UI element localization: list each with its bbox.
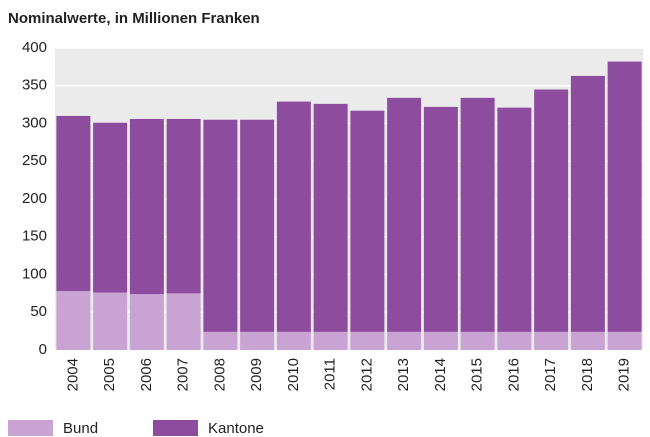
x-tick-label: 2006 (138, 358, 155, 391)
legend-label: Kantone (208, 420, 264, 437)
bar-segment (93, 292, 128, 350)
bar-segment (423, 331, 458, 350)
y-tick-label: 100 (22, 265, 47, 282)
bar-segment (93, 122, 128, 293)
y-tick-label: 300 (22, 114, 47, 131)
x-tick-label: 2008 (211, 358, 228, 391)
x-tick-label: 2010 (285, 358, 302, 391)
bar-segment (350, 110, 385, 332)
legend-label: Bund (63, 420, 98, 437)
bar-segment (423, 106, 458, 332)
y-tick-label: 250 (22, 152, 47, 169)
bar-segment (534, 89, 569, 332)
bar-segment (387, 97, 422, 332)
bar-segment (534, 331, 569, 350)
y-tick-label: 350 (22, 77, 47, 94)
bar-segment (607, 61, 642, 332)
x-tick-label: 2014 (432, 358, 449, 391)
bar-segment (166, 118, 201, 294)
x-tick-label: 2012 (358, 358, 375, 391)
x-tick-label: 2018 (579, 358, 596, 391)
bar-segment (166, 293, 201, 350)
bar-segment (56, 115, 91, 292)
x-tick-label: 2007 (175, 358, 192, 391)
bar-segment (276, 101, 311, 332)
bar-segment (203, 119, 238, 332)
bar-segment (497, 107, 532, 332)
bar-segment (129, 118, 164, 295)
x-tick-label: 2019 (616, 358, 633, 391)
bar-segment (460, 97, 495, 332)
x-tick-label: 2004 (64, 358, 81, 391)
x-tick-label: 2009 (248, 358, 265, 391)
bar-segment (276, 331, 311, 350)
x-tick-label: 2017 (542, 358, 559, 391)
bar-segment (387, 331, 422, 350)
bar-segment (570, 331, 605, 350)
bar-segment (240, 331, 275, 350)
bar-segment (313, 103, 348, 332)
bar-segment (350, 331, 385, 350)
bar-segment (240, 119, 275, 332)
y-tick-label: 150 (22, 228, 47, 245)
legend-swatch (8, 420, 53, 436)
bar-segment (497, 331, 532, 350)
y-tick-label: 0 (39, 341, 47, 358)
x-tick-label: 2011 (322, 358, 339, 390)
x-tick-label: 2013 (395, 358, 412, 391)
chart-title: Nominalwerte, in Millionen Franken (8, 10, 260, 27)
x-tick-label: 2005 (101, 358, 118, 391)
x-tick-label: 2015 (469, 358, 486, 391)
bar-segment (203, 331, 238, 350)
bar-segment (129, 294, 164, 350)
x-tick-label: 2016 (505, 358, 522, 391)
y-tick-label: 200 (22, 190, 47, 207)
legend-swatch (153, 420, 198, 436)
bar-segment (460, 331, 495, 350)
y-tick-label: 50 (30, 303, 47, 320)
bar-segment (56, 291, 91, 350)
bar-segment (313, 331, 348, 350)
bar-segment (570, 75, 605, 332)
bar-segment (607, 331, 642, 350)
y-tick-label: 400 (22, 39, 47, 56)
